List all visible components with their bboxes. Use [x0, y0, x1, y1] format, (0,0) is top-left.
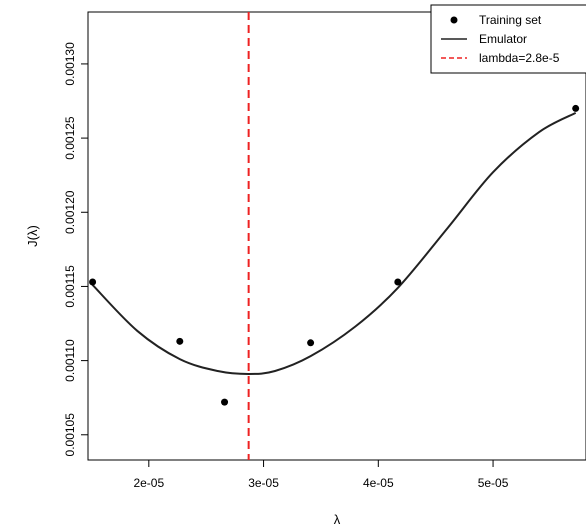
legend-label: Emulator: [479, 32, 527, 46]
x-tick-label: 5e-05: [478, 476, 509, 490]
legend-label: Training set: [479, 13, 542, 27]
x-tick-label: 3e-05: [248, 476, 279, 490]
y-axis: 0.00105 0.00110 0.00115 0.00120 0.00125 0.001…: [63, 42, 89, 457]
legend-point-marker: [450, 16, 458, 24]
training-point: [394, 278, 402, 286]
x-axis: 2e-05 3e-05 4e-05 5e-05: [133, 459, 509, 490]
legend: Training set Emulator lambda=2.8e-5: [430, 4, 586, 74]
training-point: [89, 278, 97, 286]
plot-area: [89, 12, 580, 460]
y-tick-label: 0.00120: [63, 190, 77, 234]
training-point: [572, 104, 580, 112]
y-tick-label: 0.00105: [63, 413, 77, 457]
emulator-line: [91, 111, 577, 375]
plot-frame: [87, 11, 586, 461]
x-tick-label: 2e-05: [133, 476, 164, 490]
x-tick-label: 4e-05: [363, 476, 394, 490]
y-tick-label: 0.00110: [63, 339, 77, 382]
x-axis-label: λ: [334, 512, 341, 527]
y-tick-label: 0.00115: [63, 265, 77, 308]
training-point: [176, 337, 184, 345]
training-point: [307, 339, 315, 347]
y-axis-label: J(λ): [25, 225, 40, 247]
legend-label: lambda=2.8e-5: [479, 51, 560, 65]
y-tick-label: 0.00125: [63, 116, 77, 160]
training-point: [221, 398, 229, 406]
y-tick-label: 0.00130: [63, 42, 77, 86]
